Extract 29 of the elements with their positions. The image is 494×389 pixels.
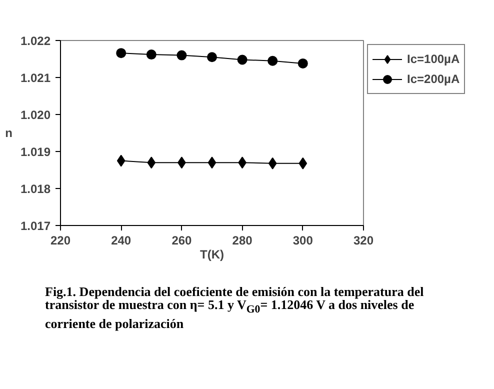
x-tick-label: 320	[353, 234, 374, 248]
point	[176, 50, 187, 60]
point	[237, 54, 248, 65]
x-tick-label: 240	[111, 234, 132, 248]
point	[208, 156, 216, 169]
legend-label: Ic=100µA	[407, 52, 460, 66]
point	[268, 157, 277, 170]
text: Fig.1. Dependencia del coeficiente de emisión con la temperatura del transistor de muestra con η= 5.1 y V$_{G0}$= 1.12046 V a dos niveles de corriente de polarización	[45, 284, 424, 331]
y-tick-label: 1.018	[20, 182, 51, 196]
x-tick-label: 260	[172, 234, 192, 248]
x-tick-label: 300	[292, 234, 314, 248]
y-tick-label: 1.022	[20, 34, 51, 48]
point	[116, 154, 126, 167]
y-tick-label: 1.017	[20, 219, 51, 233]
x-tick-label: 280	[232, 234, 253, 248]
point	[298, 58, 308, 68]
x-tick-label: 220	[50, 234, 71, 248]
point	[298, 157, 308, 170]
point	[207, 52, 217, 62]
y-tick-label: 1.019	[20, 145, 51, 159]
y-tick-label: 1.020	[20, 108, 51, 122]
legend-label: Ic=200µA	[407, 72, 460, 86]
point	[146, 50, 156, 60]
point	[147, 156, 156, 169]
y-tick-label: 1.021	[20, 71, 51, 85]
y-axis-title: n	[5, 126, 12, 140]
point	[116, 48, 126, 58]
x-axis-title: T(K)	[200, 248, 224, 262]
point	[268, 56, 278, 66]
